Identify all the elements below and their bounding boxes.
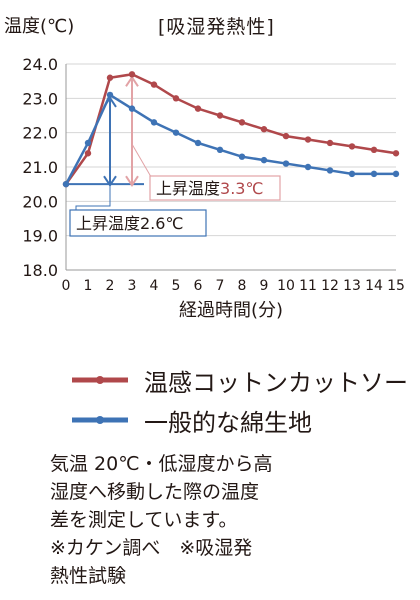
note-line: ※カケン調べ ※吸湿発 — [50, 537, 253, 559]
data-point — [128, 105, 136, 112]
y-tick-label: 24.0 — [22, 55, 58, 74]
note-line: 差を測定しています。 — [50, 509, 238, 531]
data-point — [238, 119, 246, 126]
data-point — [260, 126, 268, 133]
data-point — [392, 150, 400, 157]
x-tick-label: 1 — [84, 278, 93, 294]
legend-item-general-cotton: 一般的な綿生地 — [70, 400, 408, 440]
data-point — [326, 139, 334, 147]
callout-box-general-cotton — [69, 209, 207, 237]
data-point — [326, 167, 334, 174]
x-tick-label: 5 — [172, 278, 181, 294]
x-tick-label: 6 — [194, 278, 203, 294]
series-line-general-cotton — [64, 93, 396, 185]
y-tick-label: 23.0 — [22, 89, 58, 108]
x-tick-label: 14 — [365, 278, 383, 294]
callout-prefix: 上昇温度 — [156, 179, 220, 198]
x-tick-label: 11 — [299, 278, 317, 294]
data-point — [348, 143, 356, 150]
x-tick-label: 13 — [343, 278, 361, 294]
x-tick-label: 8 — [238, 278, 247, 294]
data-point — [370, 146, 378, 154]
data-point — [260, 156, 268, 164]
legend: 温感コットンカットソー 一般的な綿生地 — [70, 360, 408, 440]
note-line: 気温 20℃・低湿度から高 — [50, 453, 273, 475]
x-axis-title: 経過時間(分) — [179, 300, 283, 321]
data-point — [216, 112, 224, 119]
x-tick-label: 10 — [277, 278, 295, 294]
series-line-warm-cotton — [64, 73, 397, 185]
callout-value: 3.3℃ — [220, 179, 263, 198]
line-chart: 18.019.020.021.022.023.024.00 1 2 3 4 5 6 7 8 9 10… — [22, 55, 405, 321]
data-point — [304, 136, 312, 143]
x-tick-label: 3 — [128, 278, 137, 294]
x-tick-label: 7 — [216, 278, 225, 294]
data-point — [128, 71, 136, 78]
data-point — [106, 74, 114, 81]
data-point — [370, 170, 378, 178]
y-tick-label: 18.0 — [22, 261, 58, 280]
data-point — [194, 105, 202, 112]
data-point — [392, 170, 400, 178]
x-tick-label: 12 — [321, 278, 339, 294]
callout-box-warm-cotton — [149, 175, 281, 201]
data-point — [84, 150, 92, 157]
callout-leader-general-cotton — [75, 184, 111, 210]
data-point — [150, 81, 158, 88]
x-tick-label: 2 — [106, 278, 115, 294]
rise-arrowhead-bottom-warm-cotton — [125, 175, 139, 187]
y-tick-label: 21.0 — [22, 158, 58, 177]
x-tick-label: 15 — [387, 278, 405, 294]
data-point — [84, 139, 92, 147]
x-tick-label: 4 — [150, 278, 159, 294]
data-point — [216, 146, 224, 154]
data-point — [194, 139, 202, 147]
data-point — [62, 180, 70, 188]
note-line: 熱性試験 — [50, 565, 127, 587]
y-tick-label: 19.0 — [22, 227, 58, 246]
data-point — [172, 129, 180, 136]
measurement-note: 気温 20℃・低湿度から高 湿度へ移動した際の温度 差を測定しています。 ※カケ… — [50, 450, 390, 590]
data-point — [106, 91, 114, 99]
legend-swatch-general-cotton — [72, 416, 128, 424]
note-line: 湿度へ移動した際の温度 — [50, 481, 260, 503]
chart-title: [吸湿発熱性] — [158, 16, 275, 38]
callout-label-warm-cotton: 上昇温度3.3℃ — [156, 179, 263, 198]
data-point — [150, 119, 158, 126]
data-point — [304, 163, 312, 171]
callout-label-general-cotton: 上昇温度2.6℃ — [76, 214, 183, 233]
y-tick-label: 22.0 — [22, 124, 58, 143]
x-tick-label: 9 — [260, 278, 269, 294]
data-point — [172, 95, 180, 102]
data-point — [238, 153, 246, 160]
x-tick-label: 0 — [62, 278, 71, 294]
data-point — [282, 132, 290, 140]
data-point — [282, 160, 290, 167]
y-tick-label: 20.0 — [22, 192, 58, 211]
legend-item-warm-cotton: 温感コットンカットソー — [70, 360, 408, 400]
legend-swatch-warm-cotton — [72, 376, 128, 384]
legend-label-general-cotton: 一般的な綿生地 — [144, 408, 312, 437]
data-point — [348, 170, 356, 178]
y-axis-title: 温度(℃) — [4, 16, 75, 37]
legend-label-warm-cotton: 温感コットンカットソー — [144, 368, 408, 397]
